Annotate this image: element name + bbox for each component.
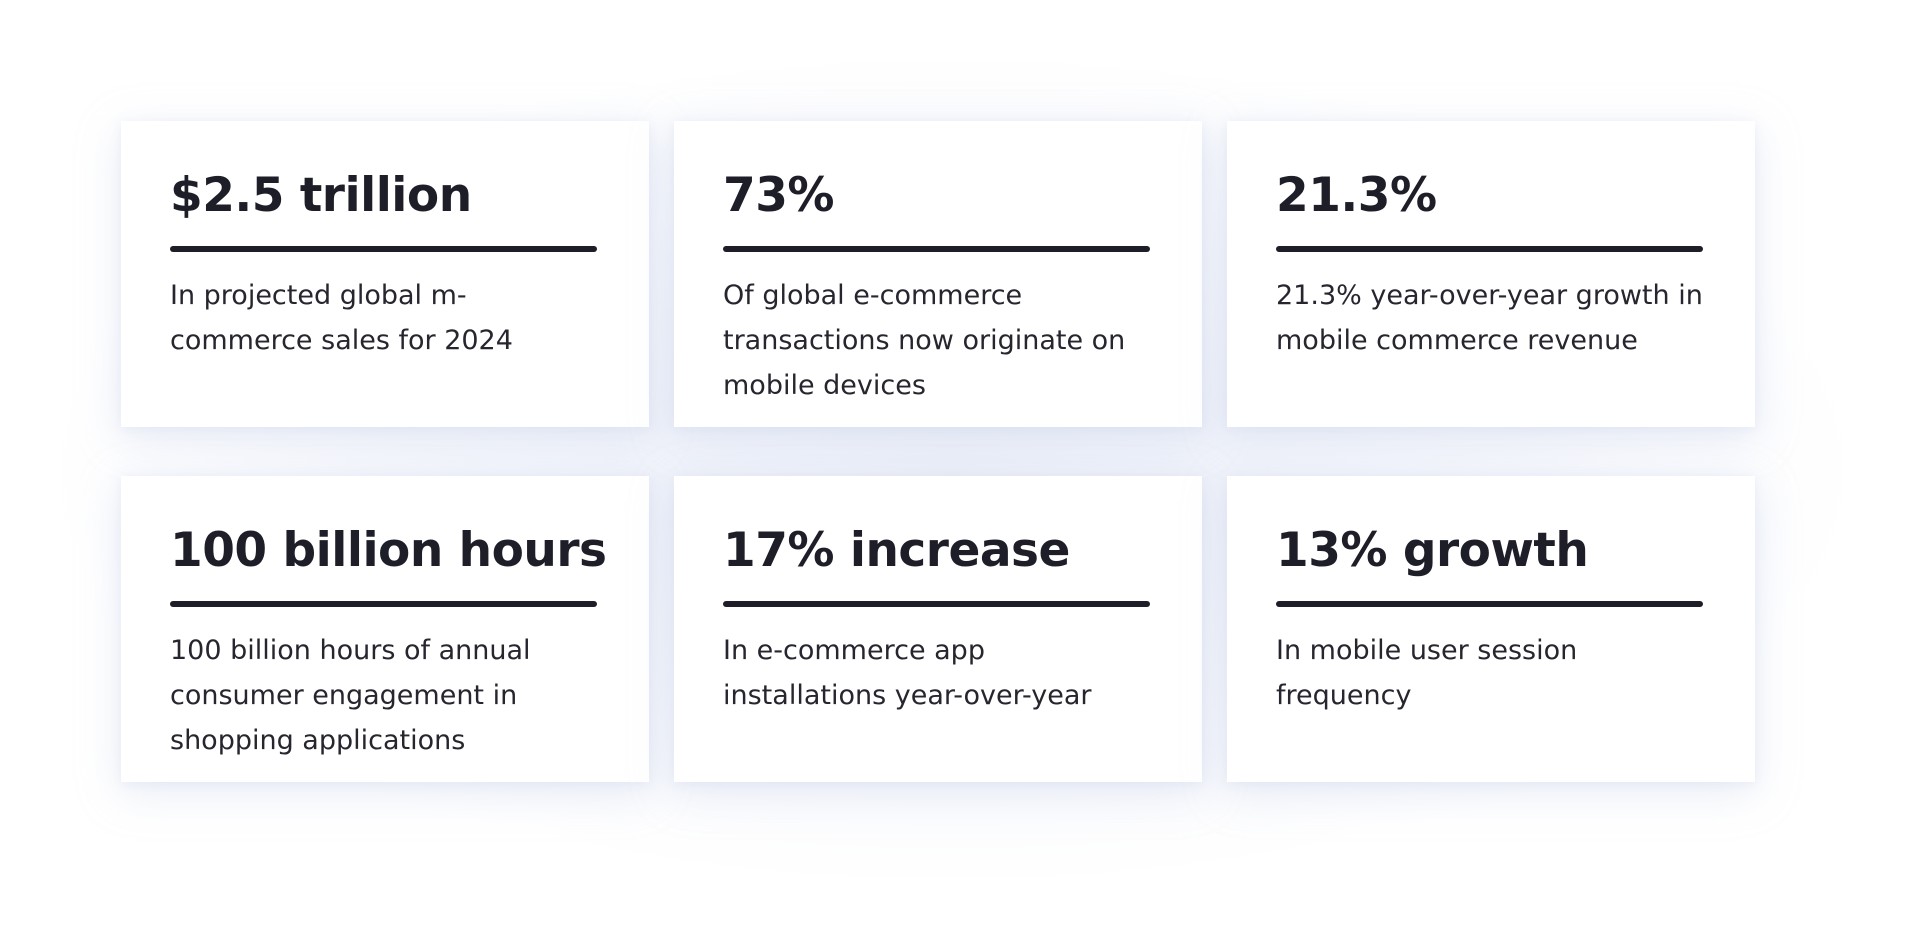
stat-card-revenue-growth: 21.3% 21.3% year-over-year growth in mob… — [1227, 121, 1755, 427]
stat-description: In e-commerce app installations year-ove… — [723, 635, 1092, 711]
stat-value: 17% increase — [723, 523, 1070, 578]
stat-description: Of global e-commerce transactions now or… — [723, 280, 1126, 401]
stat-value: 73% — [723, 168, 835, 223]
stat-description: In mobile user session frequency — [1276, 635, 1578, 711]
stat-divider — [723, 601, 1150, 607]
stat-card-sales: $2.5 trillion In projected global m-comm… — [121, 121, 649, 427]
stat-divider — [170, 601, 597, 607]
stat-value: $2.5 trillion — [170, 168, 472, 223]
stat-divider — [1276, 601, 1703, 607]
stat-card-mobile-share: 73% Of global e-commerce transactions no… — [674, 121, 1202, 427]
stat-description: 100 billion hours of annual consumer eng… — [170, 635, 531, 756]
stats-grid: $2.5 trillion In projected global m-comm… — [121, 121, 1755, 782]
stat-divider — [1276, 246, 1703, 252]
stat-value: 13% growth — [1276, 523, 1589, 578]
stat-value: 21.3% — [1276, 168, 1437, 223]
stat-value: 100 billion hours — [170, 523, 607, 578]
stat-card-app-installs: 17% increase In e-commerce app installat… — [674, 476, 1202, 782]
stat-description: 21.3% year-over-year growth in mobile co… — [1276, 280, 1703, 356]
stat-card-session-frequency: 13% growth In mobile user session freque… — [1227, 476, 1755, 782]
stat-card-engagement-hours: 100 billion hours 100 billion hours of a… — [121, 476, 649, 782]
stat-divider — [170, 246, 597, 252]
stat-divider — [723, 246, 1150, 252]
stat-description: In projected global m-commerce sales for… — [170, 280, 513, 356]
